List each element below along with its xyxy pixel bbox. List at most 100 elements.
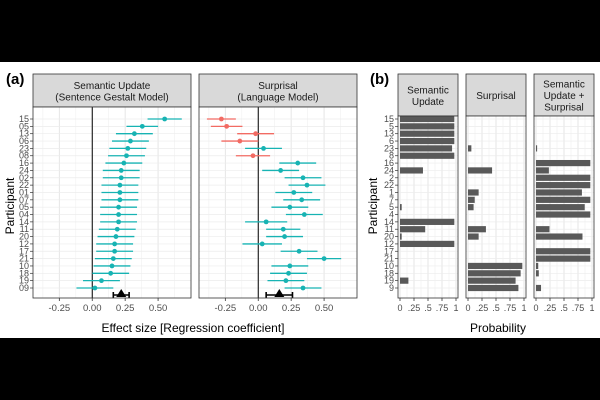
panel-b-facet-2-x-tick-label: .25 xyxy=(476,303,489,313)
figure-canvas: (a) (b) Participant Participant Effect s… xyxy=(0,62,600,338)
panel-a-right-point xyxy=(291,190,297,195)
panel-b-facet-3-x-tick-label: 1 xyxy=(589,303,594,313)
panel-a-right-point xyxy=(282,234,287,239)
panel-a-left-border xyxy=(32,106,192,299)
panel-a-left-point xyxy=(117,190,123,195)
panel-a-left-point xyxy=(121,160,127,166)
panel-b-y-tick-label: 1 xyxy=(389,187,394,197)
panel-a-left-title-line: (Sentence Gestalt Model) xyxy=(55,92,168,103)
panel-b-facet-3-x-tick-label: .5 xyxy=(560,303,568,313)
panel-a-left-point xyxy=(118,168,124,173)
panel-a-left-x-tick-label: 0.50 xyxy=(149,303,168,314)
panel-a-right-point xyxy=(300,175,306,181)
panel-b-facet-1-bar xyxy=(400,240,455,248)
panel-b-facet-3-title-line: Update + xyxy=(544,91,585,102)
panel-b-facet-3-x-tick-label: .25 xyxy=(544,303,557,313)
panel-b-facet-2-bar xyxy=(468,226,486,233)
panel-a-left-point xyxy=(99,278,104,284)
panel-b-facet-1-bar xyxy=(400,204,402,211)
panel-a-right-strip xyxy=(198,73,358,108)
panel-b-facet-2-strip xyxy=(465,73,527,117)
panel-b-facet-1-x-tick-label: .5 xyxy=(424,303,432,313)
panel-b-facet-3-bar xyxy=(536,233,583,240)
panel-a-right-point xyxy=(295,160,301,166)
panel-a-right-point xyxy=(301,212,307,217)
panel-a-right-plot-bg xyxy=(199,107,357,298)
panel-a-left-point xyxy=(118,175,124,181)
panel-a-left-x-tick-label: -0.25 xyxy=(49,303,71,314)
panel-b-y-tick-label: 18 xyxy=(384,268,394,278)
panel-a-right-point xyxy=(296,248,302,254)
panel-b-label: (b) xyxy=(370,71,389,88)
panel-b-facet-2-x-tick-label: 0 xyxy=(465,303,470,313)
panel-a-y-tick-label: 09 xyxy=(19,283,29,293)
panel-a-y-tick-label: 04 xyxy=(19,210,29,220)
panel-a-left-x-tick-label: 0.00 xyxy=(83,303,102,314)
panel-b-y-tick-label: 19 xyxy=(384,276,394,286)
panel-a-y-tick-label: 05 xyxy=(19,121,29,131)
panel-a-right-point xyxy=(299,197,305,203)
panel-a-right-title-line: (Language Model) xyxy=(237,92,318,103)
panel-b-facet-3-bar xyxy=(536,270,539,277)
panel-b-facet-3-bar xyxy=(536,248,591,255)
panel-b-facet-1-bar xyxy=(400,123,455,130)
panel-a-left-point xyxy=(112,241,118,247)
panel-a-right-point xyxy=(259,241,265,247)
panel-b-y-tick-label: 15 xyxy=(384,114,394,124)
panel-b-facet-1-bar xyxy=(400,277,409,284)
panel-b-facet-3-bar xyxy=(536,211,591,218)
x-axis-label-a: Effect size [Regression coefficient] xyxy=(102,321,285,335)
panel-b-y-tick-label: 7 xyxy=(389,195,394,205)
panel-a-left-title-line: Semantic Update xyxy=(74,81,151,92)
panel-b-facet-3-bar xyxy=(536,284,542,292)
panel-b-y-tick-label: 9 xyxy=(389,283,394,293)
panel-b-y-tick-label: 21 xyxy=(384,254,394,264)
panel-b-facet-1-bar xyxy=(400,145,453,152)
panel-a-right-point xyxy=(253,131,259,137)
panel-a-right-point xyxy=(287,204,293,210)
panel-b-y-tick-label: 16 xyxy=(384,158,394,168)
panel-b-y-tick-label: 12 xyxy=(384,239,394,249)
panel-b-facet-1-bar xyxy=(400,218,455,225)
plots: Semantic Update(Sentence Gestalt Model) -… xyxy=(19,73,595,314)
panel-b-facet-3-title-line: Semantic xyxy=(543,80,585,91)
panel-b-facet-3-bar xyxy=(536,167,549,174)
panel-a-y-tick-label: 07 xyxy=(19,195,29,205)
panel-a-left-point xyxy=(117,182,123,188)
panel-b-facet-2-bar xyxy=(468,270,521,277)
panel-a-y-tick-label: 18 xyxy=(19,268,29,278)
panel-b-y-tick-label: 22 xyxy=(384,180,394,190)
panel-b-facet-3-bar xyxy=(536,189,582,196)
panel-a-left-point xyxy=(110,256,116,262)
panel-a-right-point xyxy=(263,219,269,225)
panel-a-y-tick-label: 10 xyxy=(19,261,29,271)
panel-b-facet-1-strip xyxy=(397,73,459,117)
panel-a-y-tick-label: 20 xyxy=(19,232,29,242)
panel-a-left-mean-marker xyxy=(116,289,127,297)
panel-b-facet-1-bar xyxy=(400,115,455,123)
panel-a-right-point xyxy=(237,138,243,144)
panel-b-y-tick-label: 5 xyxy=(389,121,394,131)
panel-b-facet-1-title-line: Semantic xyxy=(407,85,449,96)
panel-a-y-tick-label: 12 xyxy=(19,239,29,249)
panel-a-right-mean-marker xyxy=(274,289,285,297)
panel-a-left-point xyxy=(162,116,168,122)
panel-a-y-tick-label: 05 xyxy=(19,202,29,212)
panel-a-right-point xyxy=(250,153,256,159)
panel-a-right-point xyxy=(261,145,266,151)
panel-b-y-tick-label: 6 xyxy=(389,136,394,146)
panel-b-y-tick-label: 5 xyxy=(389,202,394,212)
panel-b-facet-2-title-line: Surprisal xyxy=(476,91,515,102)
panel-b-facet-1-bar xyxy=(400,226,426,233)
panel-a-y-tick-label: 08 xyxy=(19,151,29,161)
panel-b-y-tick-label: 17 xyxy=(384,246,394,256)
panel-a-right-x-tick-label: 0.50 xyxy=(315,303,334,314)
panel-b-facet-2-bar xyxy=(468,262,523,270)
panel-b-y-tick-label: 23 xyxy=(384,143,394,153)
chart-svg: (a) (b) Participant Participant Effect s… xyxy=(3,71,595,335)
panel-a-left-point xyxy=(117,197,123,203)
panel-a-right-point xyxy=(283,278,289,284)
panel-b-y-tick-label: 2 xyxy=(389,173,394,183)
panel-b-facet-1-bar xyxy=(400,167,423,174)
